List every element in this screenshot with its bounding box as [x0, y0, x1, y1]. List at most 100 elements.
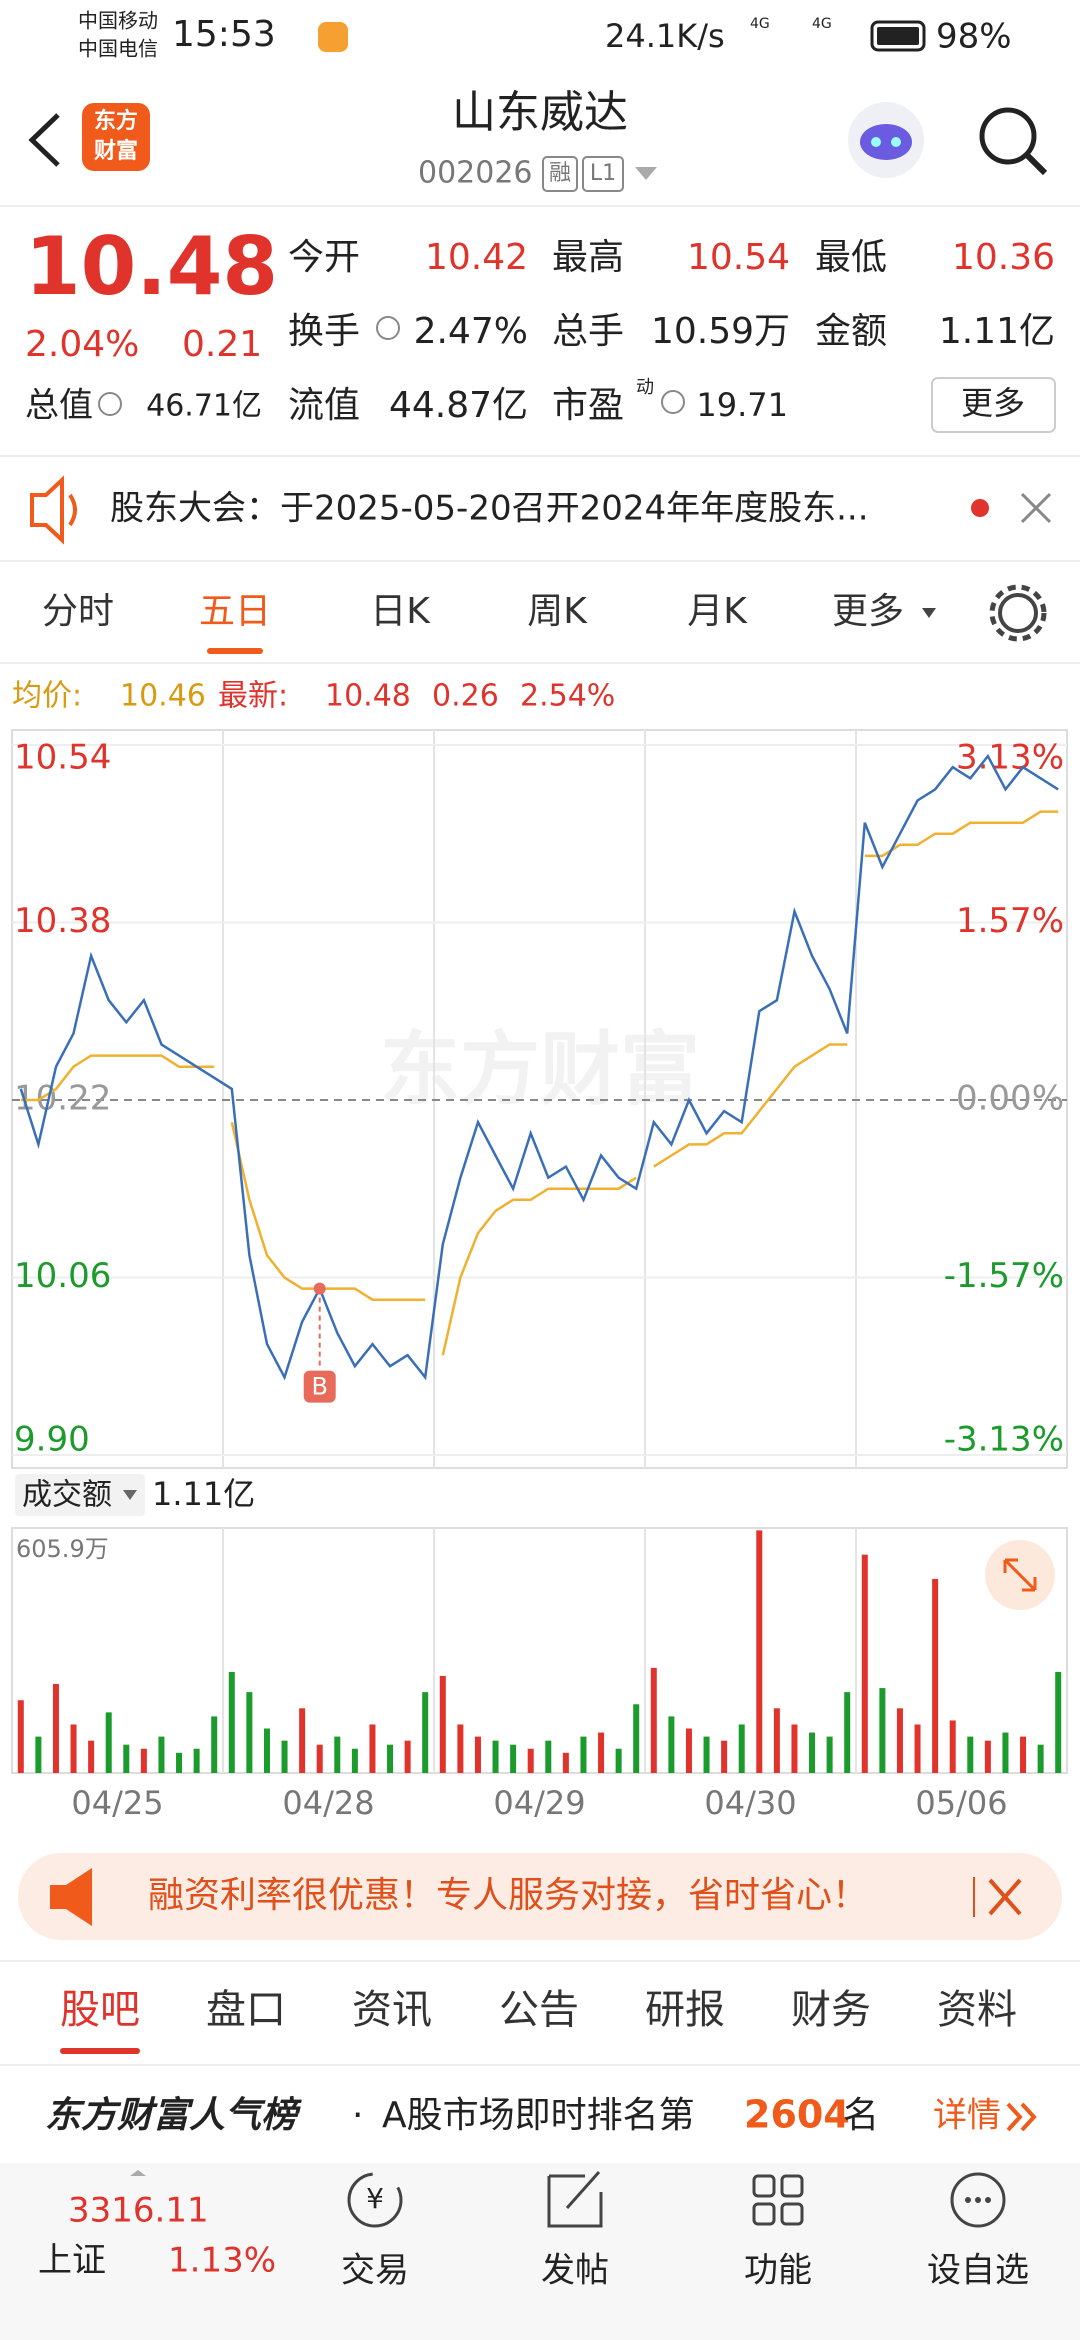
volume-bar — [703, 1736, 710, 1773]
y2-tick-label: 3.13% — [956, 738, 1064, 778]
search-button[interactable] — [979, 107, 1037, 165]
volume-bar — [580, 1736, 587, 1773]
caret — [130, 2170, 146, 2176]
avg-line — [653, 1043, 848, 1168]
volume-bar — [334, 1736, 341, 1773]
rank-link[interactable]: 详情 — [933, 2096, 1001, 2136]
content-tab[interactable]: 资料 — [937, 1987, 1017, 2033]
volume-bar — [88, 1740, 95, 1773]
volume-bar — [316, 1744, 323, 1773]
content-tab[interactable]: 盘口 — [206, 1987, 286, 2033]
period-tab[interactable]: 周K — [527, 591, 588, 632]
carrier: 中国电信 — [78, 37, 158, 61]
volume-bar — [105, 1712, 112, 1773]
content-tab[interactable]: 研报 — [645, 1987, 725, 2033]
marker-label: B — [311, 1373, 327, 1401]
period-tab[interactable]: 更多 — [832, 591, 904, 632]
more-button[interactable] — [931, 377, 1056, 433]
volume-bar — [369, 1724, 376, 1773]
volume-bar — [140, 1748, 147, 1773]
volume-bar — [246, 1692, 253, 1773]
battery-icon — [870, 20, 926, 52]
avg-line — [864, 810, 1059, 858]
divider — [0, 560, 1080, 562]
carrier: 中国移动 — [78, 9, 158, 33]
nav-label[interactable]: 交易 — [341, 2251, 409, 2291]
avg-line — [20, 1054, 215, 1102]
avatar-eye — [891, 137, 901, 147]
rank-suffix: 名 — [843, 2095, 879, 2136]
tab-underline — [207, 648, 263, 654]
volume-bar — [176, 1752, 183, 1773]
volume-bar — [387, 1744, 394, 1773]
period-tab[interactable]: 日K — [370, 591, 431, 632]
battery: 98% — [936, 17, 1012, 57]
content-tab[interactable]: 公告 — [499, 1987, 579, 2033]
date-label: 04/25 — [71, 1784, 163, 1822]
divider — [0, 2064, 1080, 2066]
index-name: 上证 — [38, 2241, 106, 2281]
volume-bar — [633, 1704, 640, 1773]
nav-icon — [347, 2172, 403, 2228]
price: 10.48 — [25, 220, 278, 313]
volume-select[interactable] — [15, 1474, 145, 1516]
info-icon[interactable] — [376, 316, 400, 340]
dropdown[interactable] — [635, 167, 657, 180]
ad-banner[interactable] — [18, 1853, 1062, 1940]
period-tab[interactable]: 月K — [687, 591, 748, 632]
close-button[interactable] — [1020, 492, 1052, 524]
price-chart: 10.54 3.13% 10.38 1.57% 10.22 0.00% 10.06 -1.57… — [12, 730, 1067, 1468]
field-label: 流值 — [288, 385, 360, 426]
badge — [582, 156, 624, 192]
volume-bar — [896, 1708, 903, 1773]
avg-line — [441, 1176, 637, 1356]
field-value: 19.71 — [696, 386, 788, 424]
nav-label[interactable]: 设自选 — [927, 2251, 1029, 2291]
info-icon[interactable] — [98, 392, 122, 416]
logo[interactable] — [82, 103, 150, 171]
index-value[interactable]: 3316.11 — [68, 2191, 209, 2231]
search-handle — [1024, 152, 1048, 176]
volume-bar — [791, 1724, 798, 1773]
volume-bar — [281, 1740, 288, 1773]
volume-bar — [844, 1692, 851, 1773]
rank-dot: · — [352, 2095, 363, 2136]
volume-bar — [474, 1736, 481, 1773]
nav-icon — [950, 2172, 1006, 2228]
date-label: 04/29 — [493, 1784, 585, 1822]
watermark: 东方财富 — [380, 1023, 700, 1116]
last-value: 10.48 — [325, 679, 411, 714]
y2-tick-label: -3.13% — [944, 1420, 1064, 1460]
volume-bar — [1002, 1732, 1009, 1773]
notice-text[interactable]: 股东大会：于2025-05-20召开2024年年度股东... — [110, 489, 869, 529]
content-tab[interactable]: 资讯 — [352, 1987, 432, 2033]
nav-label[interactable]: 发帖 — [541, 2251, 609, 2291]
field-value: 1.11亿 — [939, 311, 1055, 352]
avatar-eye — [871, 137, 881, 147]
nav-label[interactable]: 功能 — [744, 2251, 812, 2291]
field-value: 46.71亿 — [146, 389, 262, 424]
ad-divider — [973, 1877, 975, 1917]
ad-close[interactable] — [988, 1878, 1022, 1916]
volume-chart — [17, 1528, 1062, 1773]
content-tab[interactable]: 财务 — [791, 1987, 871, 2033]
content-tab[interactable]: 股吧 — [60, 1987, 140, 2033]
volume-bar — [738, 1724, 745, 1773]
app-icon — [318, 22, 348, 52]
volume-bar — [598, 1732, 605, 1773]
period-tab[interactable]: 分时 — [42, 591, 114, 632]
back-button[interactable] — [28, 113, 60, 167]
speaker-wave — [68, 493, 77, 527]
avg-value: 10.46 — [120, 679, 206, 714]
change: 0.21 — [182, 324, 262, 365]
volume-bar — [879, 1688, 886, 1773]
settings-button[interactable] — [998, 593, 1038, 633]
info-icon[interactable] — [661, 390, 685, 414]
volume-bar — [967, 1736, 974, 1773]
volume-bar — [949, 1720, 956, 1773]
field-value: 44.87亿 — [389, 385, 528, 426]
stock-name: 山东威达 — [452, 87, 628, 138]
divider — [0, 1960, 1080, 1962]
nav-icon-glyph: ¥ — [366, 2182, 384, 2215]
period-tab[interactable]: 五日 — [199, 591, 271, 632]
